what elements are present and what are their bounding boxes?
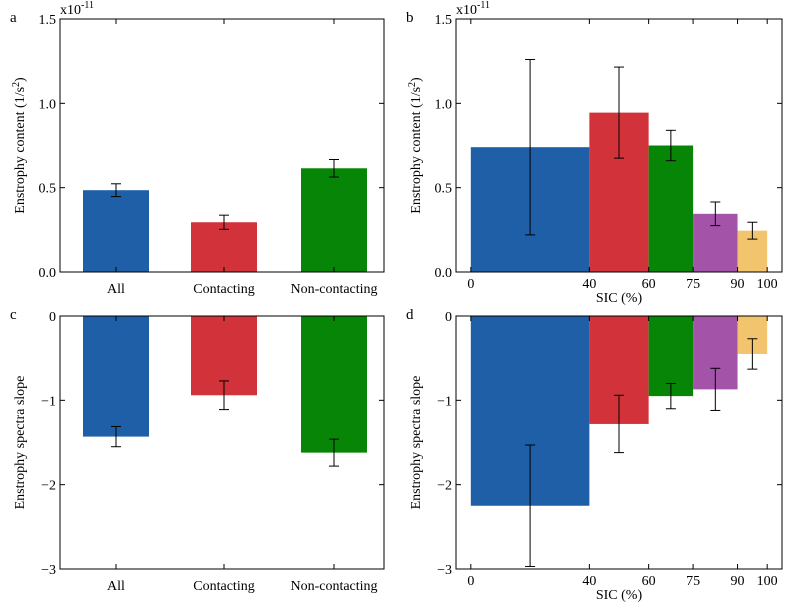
bar [648,145,694,272]
y-axis-label-sup: 2 [11,82,22,87]
error-bar [665,129,676,162]
panel-a: a 0.0 0.5 1.0 1.5 All Contacting Non-contacting… [10,0,385,297]
x-tick-label: 40 [582,574,596,589]
y-multiplier-exp: -11 [81,0,94,11]
x-axis-label: SIC (%) [596,588,643,603]
y-tick-label: 1.0 [39,97,57,112]
panel-c: c 0 −1 −2 −3 All Contacting Non-contacting Enstr… [10,307,385,594]
y-tick-label: −2 [437,479,452,494]
y-tick-label: −1 [437,394,452,409]
bar [83,316,149,437]
y-axis-label: Enstrophy spectra slope [13,376,28,510]
category-label: Non-contacting [290,579,377,594]
error-bar [219,380,229,411]
y-multiplier: x10-11 [456,0,490,18]
category-label: All [107,579,125,594]
y-axis-label-text: Enstrophy content (1/s [409,87,424,214]
y-axis-label: Enstrophy spectra slope [409,376,424,510]
category-label: Contacting [193,282,254,297]
panel-letter: c [10,307,17,323]
y-tick-label: 0.5 [435,182,453,197]
error-bar [614,394,624,454]
x-tick-label: 75 [686,277,700,292]
x-tick-label: 100 [757,277,778,292]
bar [301,168,367,272]
error-bar [111,183,121,198]
category-label: Non-contacting [290,282,377,297]
x-tick-label: 40 [582,277,596,292]
bar [191,222,257,272]
error-bar [525,444,536,567]
axes-frame [59,18,385,273]
y-tick-label: −1 [41,394,56,409]
error-bar [614,66,624,159]
x-tick-label: 100 [757,574,778,589]
x-tick-label: 0 [467,277,474,292]
x-tick-label: 75 [686,574,700,589]
y-axis-label-end: ) [409,77,424,82]
y-multiplier-exp: -11 [477,0,490,11]
error-bar [329,158,339,178]
error-bar [710,367,721,411]
error-bar [525,58,536,236]
panel-b: b 0.0 0.5 1.0 1.5 0 40 60 75 90 100 SIC (%) Enstroph… [406,0,783,306]
bar [648,316,694,397]
error-bar [665,382,676,410]
error-bar [219,214,229,230]
y-axis-label: Enstrophy content (1/s2) [11,77,28,214]
y-tick-label: 0.5 [39,182,57,197]
panel-letter: d [406,307,414,323]
y-multiplier-base: x10 [456,3,477,18]
y-tick-label: 1.0 [435,97,453,112]
y-tick-label: 0 [445,310,452,325]
error-bar [329,438,339,467]
y-tick-label: 1.5 [435,13,453,28]
error-bar [111,425,121,448]
y-tick-label: 1.5 [39,13,57,28]
error-bar [747,338,758,370]
y-multiplier: x10-11 [60,0,94,18]
y-tick-label: 0.0 [39,266,57,281]
bar [83,190,149,272]
panel-letter: b [406,10,414,26]
axes-frame [59,315,385,570]
x-axis-label: SIC (%) [596,291,643,306]
y-tick-label: 0 [49,310,56,325]
x-tick-label: 0 [467,574,474,589]
error-bar [747,221,758,240]
axes-frame [455,18,783,273]
category-label: All [107,282,125,297]
y-tick-label: −3 [41,563,56,578]
y-axis-label: Enstrophy content (1/s2) [407,77,424,214]
y-axis-label-end: ) [13,77,28,82]
y-tick-label: −2 [41,479,56,494]
y-axis-label-text: Enstrophy content (1/s [13,87,28,214]
category-label: Contacting [193,579,254,594]
y-multiplier-base: x10 [60,3,81,18]
y-axis-label-sup: 2 [407,82,418,87]
panel-letter: a [10,10,17,26]
x-tick-label: 60 [642,277,656,292]
y-tick-label: −3 [437,563,452,578]
bar [301,316,367,453]
x-tick-label: 90 [731,574,745,589]
axes-frame [455,315,783,570]
error-bar [710,201,721,227]
x-tick-label: 90 [731,277,745,292]
panel-d: d 0 −1 −2 −3 0 40 60 75 90 100 SIC (%) Enstrophy spe… [406,307,783,603]
y-tick-label: 0.0 [435,266,453,281]
x-tick-label: 60 [642,574,656,589]
